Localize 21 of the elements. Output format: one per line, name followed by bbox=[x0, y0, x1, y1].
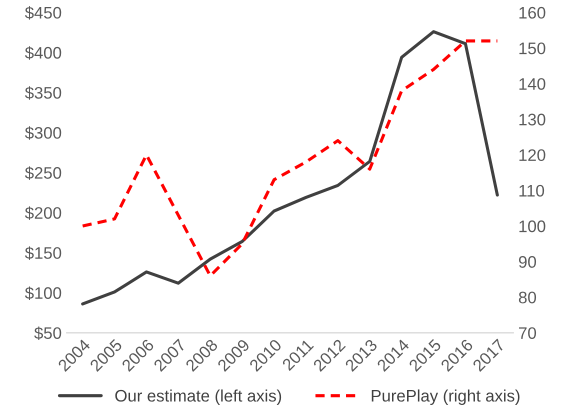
y-tick-label: $100 bbox=[24, 286, 62, 300]
legend-label: Our estimate (left axis) bbox=[115, 389, 282, 405]
y-tick-label: $200 bbox=[24, 206, 62, 220]
y2-tick-label: 70 bbox=[519, 327, 536, 340]
y2-tick-label: 90 bbox=[518, 256, 536, 268]
y2-tick-label: 110 bbox=[519, 184, 544, 197]
y-tick-label: $400 bbox=[24, 46, 62, 60]
y2-tick-label: 100 bbox=[519, 220, 546, 232]
y-tick-label: $250 bbox=[24, 166, 62, 180]
y-tick-label: $150 bbox=[24, 246, 62, 260]
y-tick-label: $50 bbox=[34, 326, 62, 340]
y-tick-label: $450 bbox=[24, 6, 62, 20]
y2-tick-label: 160 bbox=[519, 6, 546, 19]
y-tick-label: $350 bbox=[24, 86, 62, 100]
y2-tick-label: 80 bbox=[518, 292, 536, 304]
y-tick-label: $300 bbox=[24, 126, 62, 140]
y2-tick-label: 130 bbox=[519, 114, 546, 126]
legend-label: PurePlay (right axis) bbox=[372, 389, 520, 405]
y2-tick-label: 150 bbox=[519, 42, 546, 54]
y2-tick-label: 120 bbox=[519, 149, 546, 162]
y2-tick-label: 140 bbox=[519, 78, 546, 90]
